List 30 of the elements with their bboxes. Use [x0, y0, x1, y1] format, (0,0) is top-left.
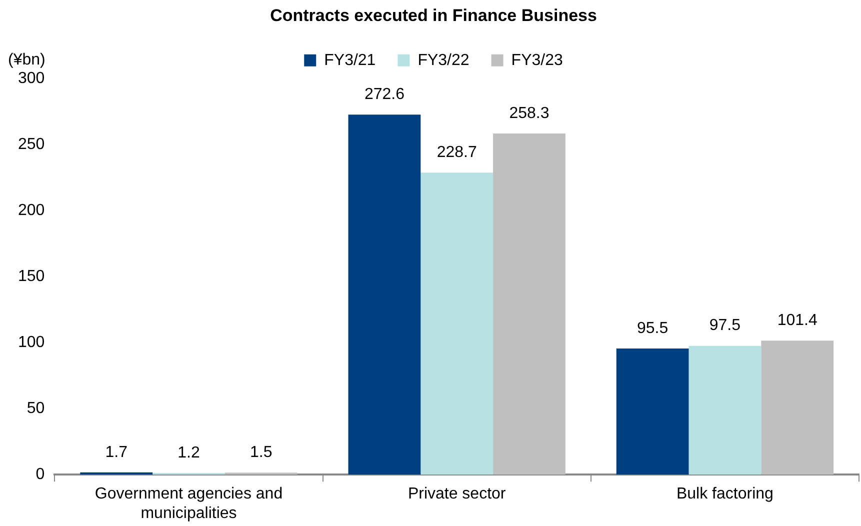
- data-label: 1.7: [105, 444, 128, 461]
- bar: [688, 346, 762, 475]
- data-label: 272.6: [364, 86, 405, 103]
- y-tick-label: 50: [26, 400, 45, 417]
- x-tick-label: Bulk factoring: [676, 486, 774, 503]
- bar: [420, 172, 494, 475]
- data-label: 228.7: [436, 144, 477, 161]
- x-tick-label: Private sector: [408, 486, 506, 503]
- y-tick-label: 0: [36, 466, 45, 484]
- chart-title: Contracts executed in Finance Business: [270, 6, 597, 25]
- y-tick-label: 200: [18, 202, 45, 219]
- y-tick-label: 100: [18, 334, 45, 351]
- data-label: 95.5: [636, 320, 668, 337]
- bar: [616, 348, 689, 475]
- data-label: 101.4: [777, 312, 818, 330]
- data-label: 258.3: [509, 104, 550, 122]
- bar: [761, 340, 834, 475]
- legend-label: FY3/23: [511, 52, 563, 69]
- x-tick-label: Government agencies and municipalities: [94, 486, 283, 522]
- bar: [348, 114, 421, 475]
- y-axis-title: (¥bn): [8, 51, 46, 68]
- y-tick-label: 150: [18, 268, 45, 285]
- bar: [493, 133, 566, 475]
- data-label: 1.5: [250, 444, 272, 462]
- y-tick-label: 250: [18, 136, 45, 153]
- legend-label: FY3/22: [418, 52, 470, 69]
- data-label: 1.2: [178, 444, 200, 462]
- legend-label: FY3/21: [324, 52, 376, 69]
- y-tick-label: 300: [18, 70, 45, 87]
- data-label: 97.5: [709, 317, 741, 334]
